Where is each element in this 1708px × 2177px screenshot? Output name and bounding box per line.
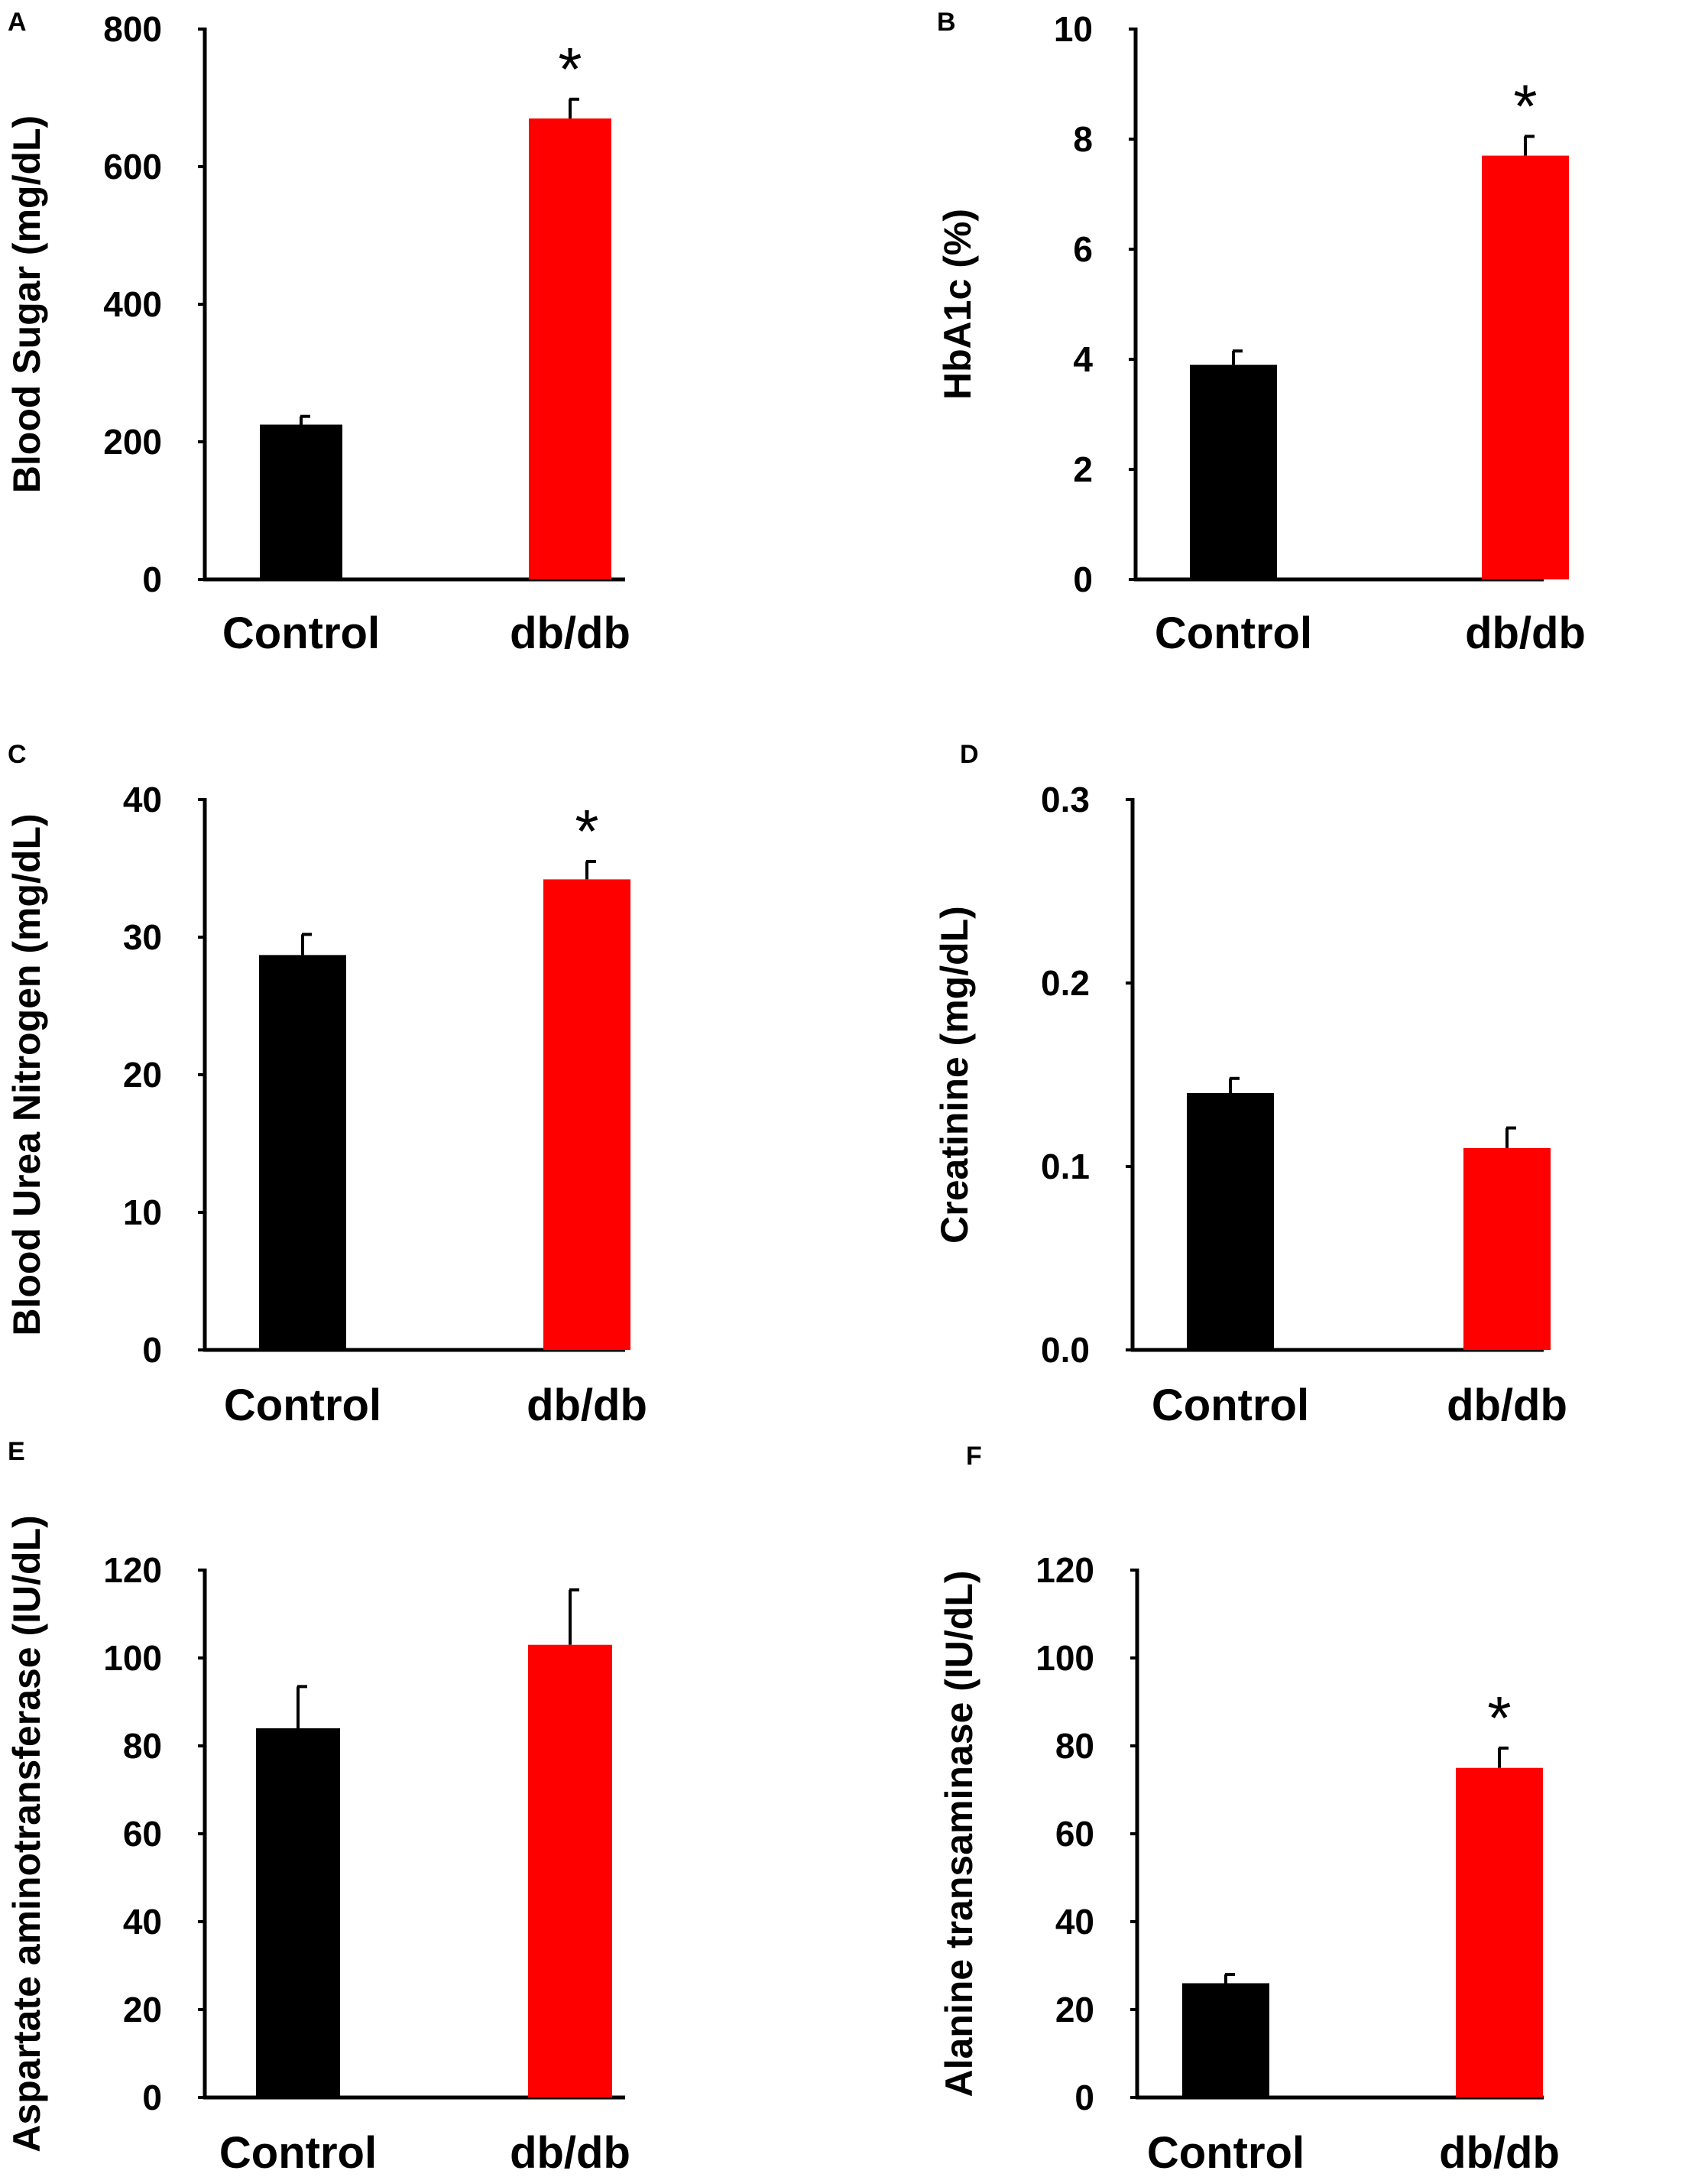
y-tick-label-f-5: 100	[1035, 1638, 1094, 1678]
x-category-label-c-control: Control	[224, 1380, 381, 1430]
y-axis-label-c: Blood Urea Nitrogen (mg/dL)	[5, 813, 48, 1335]
y-tick-label-e-1: 20	[123, 1990, 162, 2029]
x-category-label-f-control: Control	[1147, 2128, 1304, 2177]
x-category-label-d-dbdb: db/db	[1447, 1380, 1567, 1430]
x-category-label-a-control: Control	[222, 608, 380, 658]
panel-letter-f: F	[966, 1442, 982, 1471]
y-tick-label-e-4: 80	[123, 1726, 162, 1766]
y-tick-label-c-2: 20	[123, 1055, 162, 1095]
x-category-label-c-dbdb: db/db	[527, 1380, 647, 1430]
bar-d-control	[1187, 1093, 1274, 1350]
y-axis-label-d: Creatinine (mg/dL)	[933, 906, 976, 1244]
chart-panel-d: D 0.0 0.1 0.2 0.3 Creatinine (mg/dL) Control db…	[933, 740, 1567, 1430]
bar-f-control	[1182, 1983, 1269, 2098]
y-tick-label-b-1: 2	[1073, 449, 1093, 489]
significance-mark-c-dbdb: *	[575, 797, 598, 865]
significance-mark-b-dbdb: *	[1513, 72, 1537, 140]
panel-letter-d: D	[960, 740, 979, 769]
y-tick-label-b-5: 10	[1054, 9, 1093, 49]
y-tick-label-a-4: 800	[103, 9, 162, 49]
bar-b-dbdb	[1482, 155, 1569, 580]
chart-panel-f: F 0 20 40 60 80 100 120 Alanine transaminase (IU…	[938, 1442, 1560, 2177]
x-category-label-a-dbdb: db/db	[510, 608, 630, 658]
y-axis-label-a: Blood Sugar (mg/dL)	[5, 115, 48, 493]
bar-d-dbdb	[1463, 1148, 1551, 1350]
y-tick-label-b-3: 6	[1073, 229, 1093, 269]
y-tick-label-b-4: 8	[1073, 119, 1093, 159]
chart-panel-e: E 0 20 40 60 80 100 120 Aspartate aminotransfera…	[5, 1437, 630, 2177]
y-tick-label-d-3: 0.3	[1041, 780, 1090, 819]
bar-c-dbdb	[543, 879, 630, 1350]
y-tick-label-c-4: 40	[123, 780, 162, 819]
y-tick-label-e-2: 40	[123, 1902, 162, 1942]
x-category-label-b-control: Control	[1155, 608, 1312, 658]
y-tick-label-e-0: 0	[142, 2078, 162, 2117]
x-category-label-e-control: Control	[219, 2128, 377, 2177]
y-axis-label-f: Alanine transaminase (IU/dL)	[938, 1570, 980, 2097]
panel-letter-c: C	[8, 740, 27, 769]
y-tick-label-f-6: 120	[1035, 1550, 1094, 1590]
panel-letter-b: B	[937, 8, 956, 37]
significance-mark-f-dbdb: *	[1487, 1684, 1511, 1752]
y-tick-label-b-2: 4	[1073, 339, 1093, 379]
panel-letter-a: A	[8, 8, 27, 37]
y-tick-label-e-5: 100	[103, 1638, 162, 1678]
bar-e-control	[256, 1728, 340, 2098]
y-tick-label-f-1: 20	[1055, 1990, 1094, 2029]
y-tick-label-b-0: 0	[1073, 560, 1093, 599]
bar-a-dbdb	[529, 118, 611, 579]
x-category-label-f-dbdb: db/db	[1439, 2128, 1560, 2177]
y-tick-label-a-1: 200	[103, 422, 162, 462]
chart-panel-a: A 0 200 400 600 800 Blood Sugar (mg/dL) Control…	[5, 8, 630, 658]
y-tick-label-d-0: 0.0	[1041, 1330, 1090, 1370]
x-category-label-e-dbdb: db/db	[510, 2128, 630, 2177]
bar-e-dbdb	[528, 1644, 612, 2098]
y-tick-label-e-3: 60	[123, 1814, 162, 1854]
bar-b-control	[1190, 365, 1277, 579]
y-tick-label-f-2: 40	[1055, 1902, 1094, 1942]
y-tick-label-e-6: 120	[103, 1550, 162, 1590]
y-axis-label-b: HbA1c (%)	[936, 209, 979, 400]
y-tick-label-d-2: 0.2	[1041, 963, 1090, 1003]
y-tick-label-f-4: 80	[1055, 1726, 1094, 1766]
chart-panel-b: B 0 2 4 6 8 10 HbA1c (%) Control db/db *	[936, 8, 1586, 658]
y-tick-label-c-3: 30	[123, 917, 162, 957]
y-tick-label-f-0: 0	[1074, 2078, 1094, 2117]
y-axis-label-e: Aspartate aminotransferase (IU/dL)	[5, 1515, 48, 2153]
y-tick-label-a-2: 400	[103, 284, 162, 324]
y-tick-label-c-0: 0	[142, 1330, 162, 1370]
x-category-label-b-dbdb: db/db	[1465, 608, 1586, 658]
chart-panel-c: C 0 10 20 30 40 Blood Urea Nitrogen (mg/dL) Con…	[5, 740, 647, 1430]
bar-c-control	[259, 955, 346, 1350]
y-tick-label-a-0: 0	[142, 560, 162, 599]
bar-f-dbdb	[1456, 1767, 1543, 2098]
x-category-label-d-control: Control	[1152, 1380, 1309, 1430]
y-tick-label-f-3: 60	[1055, 1814, 1094, 1854]
significance-mark-a-dbdb: *	[558, 35, 582, 103]
y-tick-label-c-1: 10	[123, 1192, 162, 1232]
panel-letter-e: E	[8, 1437, 25, 1466]
y-tick-label-d-1: 0.1	[1041, 1147, 1090, 1186]
bar-a-control	[260, 424, 342, 579]
y-tick-label-a-3: 600	[103, 147, 162, 187]
